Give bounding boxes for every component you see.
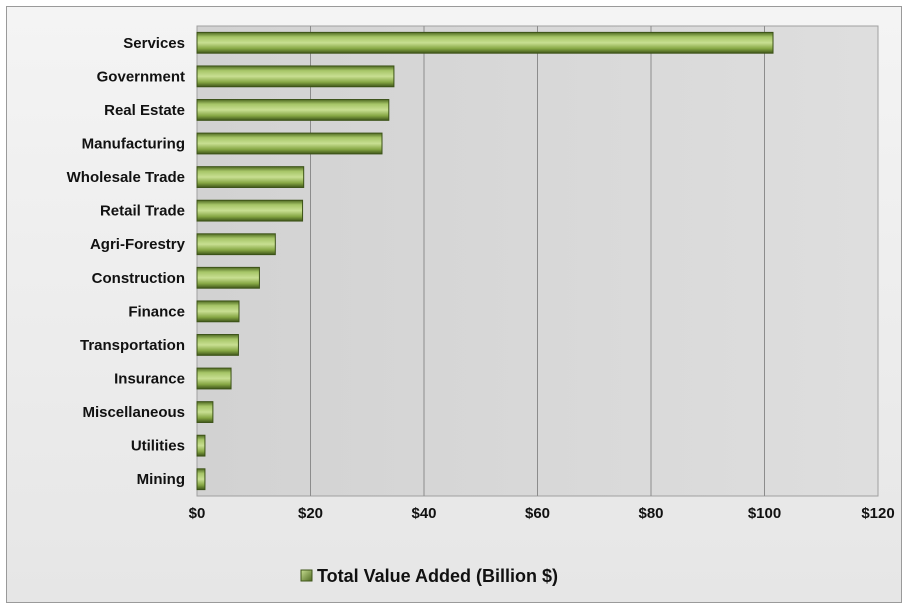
bar-chart: Services Government Real Estate Manufacturi… [67, 25, 895, 586]
x-axis-tick-labels: $0 $20 $40 $60 $80 $100 $120 [189, 505, 895, 522]
x-tick-label: $20 [298, 505, 323, 522]
bar [196, 401, 214, 423]
category-label: Services [123, 35, 185, 52]
bar [196, 233, 276, 256]
bar [196, 132, 383, 155]
x-tick-label: $80 [638, 505, 663, 522]
bar [196, 31, 774, 54]
bar [196, 166, 305, 188]
category-label: Manufacturing [82, 136, 185, 153]
bar [196, 334, 239, 356]
category-label: Agri-Forestry [90, 236, 186, 253]
category-label: Finance [128, 303, 185, 320]
category-label: Miscellaneous [82, 404, 185, 421]
x-tick-label: $60 [525, 505, 550, 522]
bars [196, 31, 774, 491]
legend: Total Value Added (Billion $) [300, 566, 558, 586]
category-label: Retail Trade [100, 203, 185, 220]
bar [196, 434, 206, 457]
bar [196, 367, 232, 390]
bar [196, 266, 260, 289]
bar [196, 300, 240, 323]
category-label: Mining [137, 471, 185, 488]
x-tick-label: $40 [411, 505, 436, 522]
category-label: Government [97, 68, 185, 85]
bar [196, 99, 390, 121]
category-label: Wholesale Trade [67, 169, 185, 186]
category-label: Real Estate [104, 102, 185, 119]
legend-swatch [300, 569, 313, 582]
category-label: Insurance [114, 371, 185, 388]
bar [196, 199, 304, 222]
x-tick-label: $0 [189, 505, 206, 522]
category-label: Transportation [80, 337, 185, 354]
category-labels: Services Government Real Estate Manufacturi… [67, 35, 186, 488]
bar [196, 65, 395, 88]
x-tick-label: $120 [861, 505, 894, 522]
bar [196, 468, 206, 491]
chart-area: Services Government Real Estate Manufacturi… [6, 6, 902, 603]
category-label: Construction [92, 270, 185, 287]
category-label: Utilities [131, 438, 185, 455]
legend-label: Total Value Added (Billion $) [317, 566, 558, 586]
x-tick-label: $100 [748, 505, 781, 522]
